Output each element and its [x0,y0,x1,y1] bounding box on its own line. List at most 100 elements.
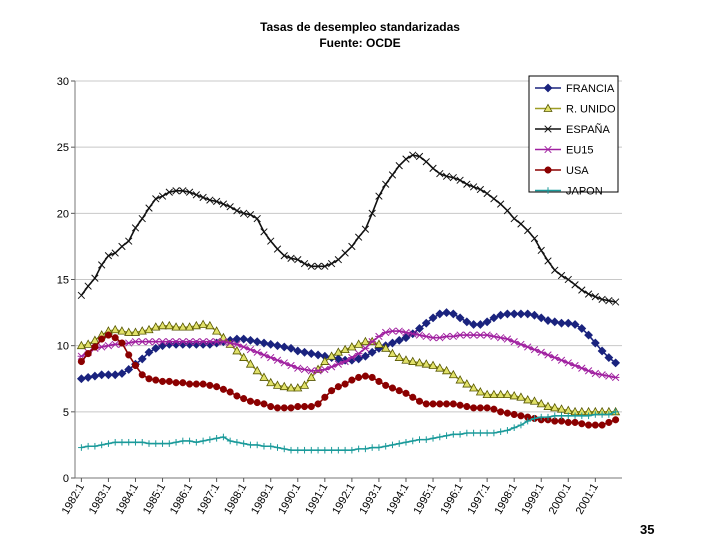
data-point-r-unido [185,322,195,331]
data-point-francia [279,342,289,352]
x-tick-label-3: 1985:1 [141,482,168,517]
data-point-japon [422,436,430,443]
data-point-japon [483,429,491,437]
data-point-eu15 [131,338,140,346]
data-point-eu15 [273,356,282,364]
data-point-españa [77,291,86,300]
data-point-españa [253,214,261,223]
data-point-r-unido [218,332,228,342]
data-point-españa [111,249,119,257]
data-point-eu15 [138,338,147,346]
data-point-eu15 [476,331,485,339]
data-point-usa [591,421,599,429]
data-point-francia [83,373,93,382]
data-point-usa [280,404,288,412]
data-point-japon [362,445,369,453]
data-point-japon [159,440,166,447]
chart-title: Tasas de desempleo standarizadas [260,20,460,34]
data-point-francia [293,346,303,356]
data-point-usa [612,416,620,424]
data-point-francia [97,370,107,380]
data-point-usa [355,373,363,381]
data-point-japon [463,429,471,437]
legend-label-usa: USA [566,165,589,177]
data-point-españa [300,259,309,268]
series-españa [77,151,620,306]
data-point-japon [91,442,99,450]
data-point-japon [585,412,592,420]
data-point-r-unido [333,347,343,356]
data-point-españa [172,187,180,195]
data-point-japon [605,411,613,418]
data-point-usa [206,381,214,389]
data-point-r-unido [76,340,86,350]
data-point-francia [435,309,445,319]
data-point-eu15 [233,340,241,348]
data-point-españa [341,249,349,257]
x-tick-label-8: 1990:1 [276,482,303,517]
data-point-eu15 [550,353,559,362]
data-point-r-unido [130,327,141,336]
data-point-r-unido [428,360,438,369]
x-tick-label-14: 1996:1 [438,482,465,517]
data-point-r-unido [550,402,560,412]
data-point-r-unido [441,365,452,375]
data-point-españa [422,158,430,166]
data-point-usa [91,343,99,351]
data-point-usa [517,412,525,420]
data-point-r-unido [171,322,181,331]
data-point-francia [151,343,161,353]
x-tick-label-18: 2000:1 [547,482,574,517]
data-point-japon [477,429,484,437]
data-point-españa [578,286,586,294]
data-point-usa [98,335,106,343]
data-point-japon [402,438,410,446]
data-point-eu15 [381,328,390,337]
data-point-japon [314,446,322,454]
data-point-r-unido [340,344,350,354]
data-point-usa [240,395,248,403]
data-point-japon [105,440,112,447]
data-point-r-unido [414,357,425,367]
data-point-eu15 [375,332,383,341]
data-point-españa [442,172,451,180]
data-point-usa [470,404,478,412]
data-point-usa [307,402,315,411]
data-point-españa [348,242,356,251]
data-point-francia [252,337,262,347]
data-point-eu15 [510,338,518,346]
series-eu15 [77,327,620,382]
x-tick-label-1: 1983:1 [87,482,114,517]
data-point-usa [456,401,464,409]
data-point-españa [503,207,512,215]
legend-item-eu15: EU15 [535,145,594,157]
data-point-eu15 [496,334,505,342]
legend-item-japon: JAPON [535,186,603,198]
data-point-usa [585,421,593,429]
data-point-usa [328,387,336,395]
data-point-eu15 [605,372,613,380]
data-point-usa [395,387,403,395]
data-point-francia [273,341,282,351]
legend-item-r-unido: R. UNIDO [535,104,616,116]
data-point-japon [247,441,254,449]
data-point-españa [368,209,376,217]
data-point-francia [584,330,593,340]
data-point-r-unido [164,320,174,330]
data-point-eu15 [226,339,234,347]
data-point-eu15 [598,371,606,379]
data-point-eu15 [429,334,437,342]
data-point-eu15 [530,345,539,354]
data-point-japon [84,442,92,450]
data-point-eu15 [591,369,600,378]
y-tick-label-20: 20 [57,208,69,220]
data-point-r-unido [469,383,479,392]
data-point-usa [321,393,329,401]
legend-marker-usa [544,166,552,174]
data-point-japon [274,444,281,451]
data-point-japon [578,412,586,420]
data-point-eu15 [415,331,424,339]
data-point-españa [138,214,146,223]
data-point-r-unido [110,324,120,334]
data-point-españa [388,171,397,179]
